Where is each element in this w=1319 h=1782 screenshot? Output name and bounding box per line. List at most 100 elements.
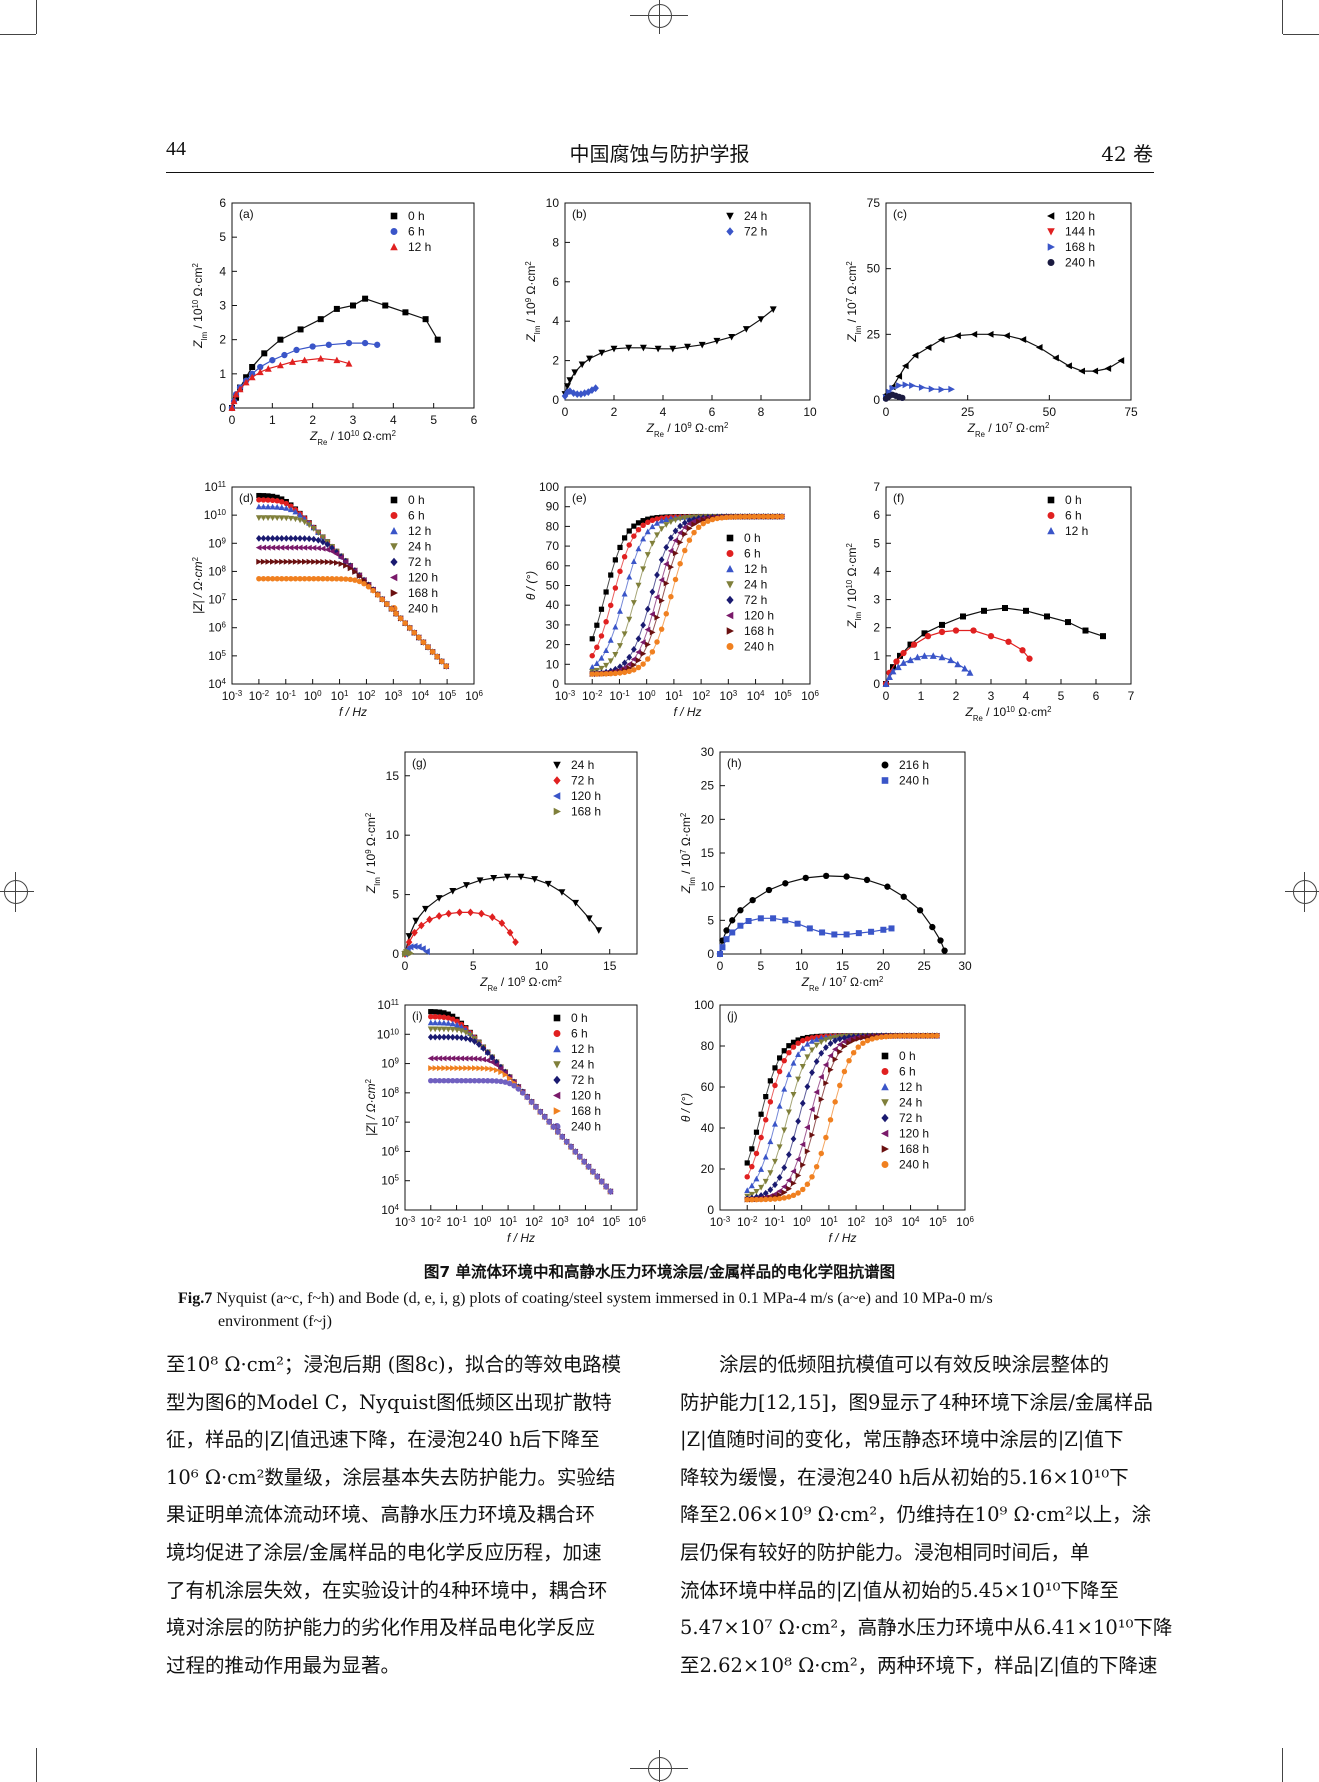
data-point	[528, 1099, 535, 1105]
legend-marker	[726, 643, 734, 650]
data-point	[315, 558, 322, 565]
legend-entry: 120 h	[408, 571, 438, 585]
chart-f: 0 1 2 3 4 5 6 7 0 1 2 3 4 5 6 7 ZRe / 1010 Ω·cm2 ZIm / 10…	[845, 480, 1135, 723]
data-point	[598, 349, 606, 357]
data-point	[686, 537, 693, 543]
data-point	[441, 1077, 447, 1084]
data-point	[544, 880, 552, 888]
data-point	[644, 626, 651, 633]
data-point	[292, 534, 299, 542]
x-tick-label: 10	[803, 405, 817, 419]
data-point	[836, 1035, 843, 1043]
data-point	[654, 516, 660, 522]
data-point	[767, 1078, 773, 1084]
data-point	[827, 1035, 834, 1042]
data-point	[458, 1034, 465, 1042]
y-tick-label: 3	[219, 299, 226, 313]
data-point	[799, 1141, 806, 1148]
legend-marker	[726, 227, 734, 236]
data-point	[654, 571, 660, 579]
data-point	[405, 933, 413, 940]
data-point	[293, 346, 300, 354]
data-point	[954, 660, 962, 668]
data-point	[813, 1042, 820, 1049]
data-point	[663, 611, 669, 617]
data-point	[502, 1071, 509, 1078]
plot-frame	[719, 1004, 966, 1211]
data-point	[288, 503, 294, 509]
data-point	[279, 499, 285, 505]
y-tick-label: 1011	[204, 480, 226, 495]
data-point	[691, 521, 698, 528]
legend-entry: 12 h	[408, 524, 431, 538]
data-point	[427, 1033, 434, 1041]
data-point	[804, 1148, 811, 1155]
data-point	[297, 535, 303, 542]
legend-entry: 12 h	[744, 562, 767, 576]
panel-label: (a)	[239, 207, 254, 221]
data-point	[471, 1038, 478, 1045]
data-point	[467, 1032, 474, 1039]
legend-marker	[881, 761, 889, 769]
data-point	[832, 1056, 839, 1063]
data-point	[260, 544, 267, 551]
data-point	[480, 1065, 487, 1072]
y-tick-label: 40	[701, 1121, 715, 1135]
data-point	[640, 661, 646, 667]
data-point	[795, 1037, 801, 1043]
data-point	[489, 1053, 495, 1061]
data-point	[436, 1065, 443, 1072]
y-tick-label: 1	[873, 649, 880, 663]
data-point	[445, 1011, 451, 1017]
chart-e: 10-3 10-2 10-1 100 101 102 103 104 105 106 0 10 20 30…	[524, 480, 819, 719]
data-point	[800, 1037, 806, 1044]
data-point	[445, 1015, 452, 1021]
data-point	[310, 544, 317, 551]
data-point	[243, 374, 250, 381]
data-point	[301, 535, 308, 542]
data-point	[274, 494, 280, 500]
data-point	[672, 550, 679, 557]
data-point	[283, 500, 290, 507]
y-axis-label: θ / (°)	[679, 1093, 693, 1122]
data-point	[423, 948, 430, 956]
data-point	[594, 622, 600, 628]
header-rule	[166, 172, 1154, 174]
figure-caption-line2: environment (f~j)	[218, 1313, 332, 1330]
data-point	[436, 1019, 443, 1026]
journal-title: 中国腐蚀与防护学报	[569, 142, 750, 166]
data-point	[427, 1019, 434, 1026]
data-point	[723, 936, 730, 943]
data-point	[374, 341, 381, 348]
data-point	[928, 385, 936, 393]
y-tick-label: 60	[546, 559, 560, 573]
data-point	[635, 520, 642, 526]
data-point	[1035, 344, 1043, 351]
y-tick-label: 4	[219, 264, 226, 278]
y-tick-label: 90	[546, 500, 560, 514]
data-point	[802, 874, 809, 882]
crop-mark	[1282, 1748, 1283, 1782]
data-point	[818, 1150, 824, 1157]
data-point	[462, 882, 470, 889]
data-point	[617, 670, 623, 676]
data-point	[900, 893, 907, 900]
data-point	[1091, 367, 1099, 375]
data-point	[753, 1196, 760, 1203]
y-tick-label: 20	[701, 812, 715, 826]
data-point	[416, 634, 422, 641]
data-point	[749, 896, 756, 904]
data-point	[603, 589, 609, 595]
data-point	[654, 614, 661, 621]
data-point	[907, 641, 914, 648]
data-point	[485, 1065, 491, 1072]
data-point	[790, 1135, 797, 1143]
data-point	[407, 625, 413, 631]
data-point	[836, 1041, 843, 1048]
data-point	[561, 392, 569, 400]
y-axis-label: |Z| / Ω·cm2	[364, 1079, 379, 1136]
legend-entry: 72 h	[571, 774, 594, 788]
data-point	[301, 544, 308, 551]
data-point	[301, 519, 308, 526]
data-point	[846, 1057, 852, 1064]
